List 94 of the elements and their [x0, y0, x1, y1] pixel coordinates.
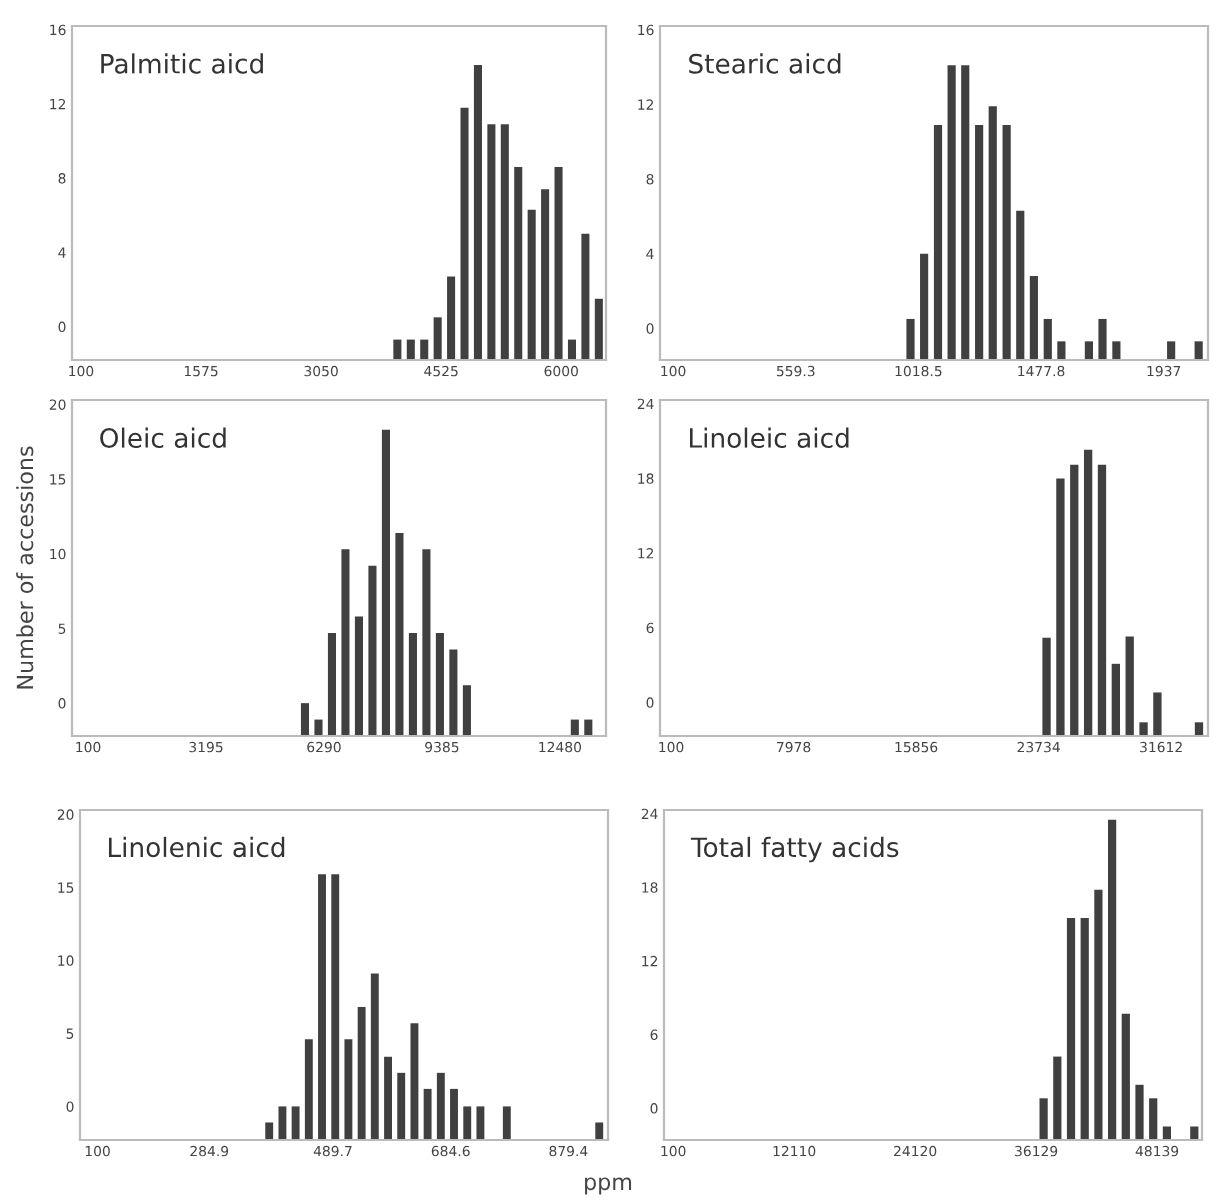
bar	[1057, 341, 1066, 360]
bar	[318, 874, 326, 1140]
bar	[304, 1039, 313, 1140]
bar	[906, 318, 915, 360]
bar	[436, 1072, 445, 1140]
bar	[1153, 692, 1162, 736]
bar	[384, 1056, 392, 1140]
annotation: Total fatty acids	[690, 836, 899, 863]
bar	[447, 276, 456, 360]
bar	[541, 189, 550, 360]
bar	[433, 317, 442, 360]
bar	[1066, 917, 1076, 1140]
bar	[368, 565, 377, 736]
x-axis-title: ppm	[585, 1177, 632, 1195]
bar	[500, 124, 509, 360]
bar	[449, 649, 458, 736]
bar	[1070, 464, 1079, 736]
bar	[265, 1122, 274, 1140]
bar	[570, 719, 579, 736]
bar	[920, 253, 929, 360]
bar	[1084, 341, 1093, 360]
bar	[1002, 124, 1011, 360]
bar	[1053, 1056, 1062, 1140]
bar	[381, 429, 390, 736]
annotation: Oleic aicd	[100, 427, 226, 448]
bar	[1029, 276, 1038, 360]
bar	[594, 298, 603, 360]
bar	[961, 65, 970, 360]
bar	[462, 685, 471, 736]
bar	[1194, 341, 1203, 360]
annotation: Palmitic aicd	[101, 53, 263, 74]
annotation: Linolenic aicd	[108, 836, 285, 858]
bar	[278, 1106, 287, 1140]
bar	[1039, 1098, 1048, 1140]
bar	[1098, 318, 1107, 360]
bar	[410, 1023, 419, 1140]
bar	[1097, 464, 1107, 736]
bar	[1112, 341, 1121, 360]
bar	[1125, 636, 1134, 736]
annotation: Stearic aicd	[689, 53, 841, 74]
bar	[341, 549, 350, 736]
bar	[1108, 819, 1117, 1140]
bar	[1042, 637, 1051, 736]
bar	[450, 1088, 458, 1140]
bar	[397, 1072, 406, 1140]
y-axis-title: Number of accessions	[16, 446, 34, 689]
bar	[1139, 722, 1148, 736]
bar	[331, 874, 340, 1140]
bar	[473, 64, 482, 360]
bar	[354, 616, 363, 736]
bar	[435, 632, 444, 736]
bar	[1056, 478, 1065, 736]
bar	[567, 339, 576, 360]
bar	[1016, 210, 1025, 360]
bar	[988, 106, 997, 360]
bar	[327, 632, 337, 736]
bar	[514, 167, 523, 360]
bar	[1111, 663, 1120, 736]
bar	[1167, 341, 1176, 360]
bar	[314, 719, 323, 736]
bar	[527, 209, 536, 360]
bar	[554, 167, 563, 360]
bar	[460, 107, 469, 360]
bar	[406, 339, 415, 360]
bar	[357, 1007, 366, 1140]
bar	[1135, 1084, 1144, 1140]
bar	[1121, 1013, 1130, 1140]
bar	[1080, 917, 1089, 1140]
bar	[422, 549, 431, 736]
bar	[947, 65, 956, 360]
bar	[1043, 318, 1052, 360]
bar	[1149, 1098, 1158, 1140]
bar	[584, 719, 593, 736]
bar	[291, 1106, 300, 1140]
bar	[408, 632, 417, 736]
bar	[487, 124, 496, 360]
bar	[420, 339, 429, 360]
bar	[933, 124, 943, 360]
bar	[595, 1122, 604, 1140]
bar	[476, 1106, 485, 1140]
bar	[300, 703, 310, 736]
bar	[1083, 449, 1093, 736]
bar	[1094, 889, 1103, 1140]
bar	[502, 1106, 511, 1140]
bar	[395, 532, 404, 736]
bar	[370, 973, 379, 1140]
bar	[581, 233, 590, 360]
annotation: Linoleic aicd	[689, 427, 849, 448]
bar	[344, 1039, 353, 1140]
bar	[975, 124, 984, 360]
bar	[423, 1088, 432, 1140]
bar	[463, 1106, 472, 1140]
bar	[1194, 722, 1204, 736]
bar	[393, 339, 402, 360]
